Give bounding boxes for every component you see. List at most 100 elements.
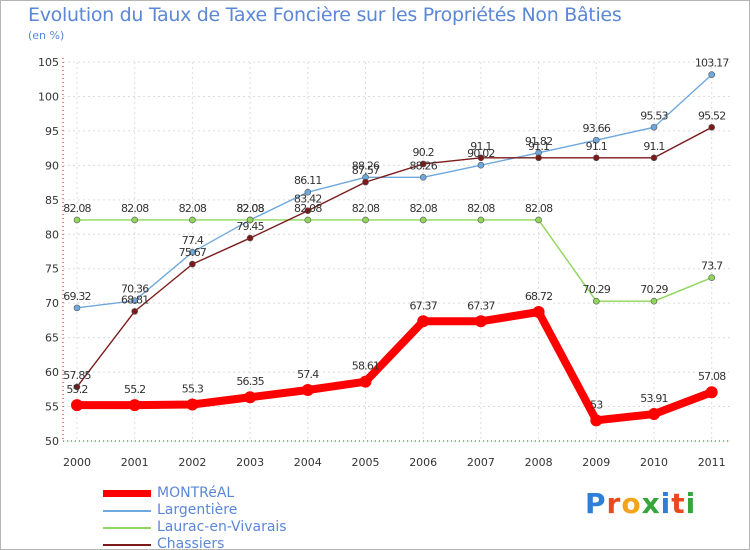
series-point-3 — [708, 124, 716, 131]
series-point-1 — [131, 297, 138, 305]
data-label-1: 91.82 — [525, 135, 553, 148]
data-label-1: 86.11 — [294, 174, 322, 187]
y-tick-label: 100 — [38, 90, 59, 103]
x-tick-label: 2003 — [236, 456, 264, 469]
series-point-0 — [417, 315, 430, 328]
legend-label-chassiers: Chassiers — [157, 536, 225, 550]
x-tick-label: 2008 — [525, 456, 553, 469]
x-tick-label: 2005 — [352, 456, 380, 469]
series-point-2 — [708, 274, 716, 281]
y-tick-label: 80 — [45, 228, 59, 241]
series-point-1 — [419, 174, 427, 181]
data-label-2: 82.08 — [525, 202, 553, 215]
data-label-2: 82.08 — [236, 202, 264, 215]
data-label-0: 55.2 — [66, 383, 87, 396]
x-tick-label: 2011 — [698, 456, 726, 469]
data-label-1: 88.26 — [409, 159, 437, 172]
series-point-2 — [535, 216, 542, 224]
series-point-3 — [131, 308, 138, 315]
x-tick-label: 2009 — [582, 456, 610, 469]
data-label-0: 57.08 — [698, 370, 726, 383]
data-label-1: 69.32 — [63, 290, 91, 303]
data-label-2: 70.29 — [583, 283, 611, 296]
x-tick-label: 2010 — [640, 456, 668, 469]
data-label-3: 68.81 — [121, 293, 149, 306]
data-label-3: 91.1 — [528, 140, 549, 153]
data-label-0: 58.61 — [352, 360, 380, 373]
brand-letter: o — [621, 487, 642, 520]
data-label-3: 83.42 — [294, 193, 322, 206]
series-point-0 — [71, 399, 83, 412]
data-label-3: 75.67 — [179, 246, 207, 259]
series-point-1 — [73, 304, 81, 312]
data-label-1: 90.02 — [467, 147, 495, 160]
data-label-2: 82.08 — [121, 202, 149, 215]
brand-letter: i — [660, 487, 672, 520]
data-label-3: 95.52 — [698, 109, 726, 122]
series-line-1 — [76, 74, 713, 309]
series-point-0 — [648, 408, 660, 421]
y-tick-label: 65 — [45, 332, 59, 345]
data-label-0: 55.3 — [182, 382, 204, 395]
series-point-1 — [304, 188, 312, 196]
data-label-3: 91.1 — [643, 140, 664, 153]
data-label-3: 91.1 — [586, 140, 607, 153]
legend-swatch-chassiers — [103, 544, 151, 546]
data-label-2: 82.08 — [409, 202, 437, 215]
series-point-2 — [362, 216, 369, 224]
series-point-1 — [708, 71, 716, 78]
data-label-2: 82.08 — [63, 202, 91, 215]
data-label-1: 70.36 — [121, 283, 149, 296]
series-point-0 — [705, 386, 718, 399]
brand-letter: i — [685, 487, 697, 520]
x-tick-label: 2006 — [409, 456, 437, 469]
series-point-2 — [246, 216, 254, 224]
data-label-0: 67.37 — [467, 299, 495, 312]
data-label-3: 91.1 — [470, 140, 491, 153]
y-axis-unit: (en %) — [28, 29, 65, 42]
series-point-2 — [131, 216, 138, 224]
series-point-0 — [244, 391, 257, 404]
series-point-0 — [128, 399, 141, 412]
data-label-0: 53 — [590, 398, 603, 411]
x-tick-label: 2002 — [178, 456, 206, 469]
y-tick-label: 50 — [45, 435, 59, 448]
legend-label-largentiere: Largentière — [157, 502, 238, 518]
data-label-2: 82.08 — [467, 202, 495, 215]
data-label-0: 55.2 — [124, 383, 145, 396]
data-label-3: 57.85 — [63, 369, 91, 382]
series-point-2 — [592, 297, 600, 305]
legend-label-laurac: Laurac-en-Vivarais — [157, 519, 287, 535]
series-point-2 — [73, 216, 81, 224]
data-label-2: 82.08 — [179, 202, 207, 215]
series-point-3 — [362, 178, 369, 186]
data-label-1: 103.17 — [695, 57, 729, 70]
series-point-1 — [592, 136, 600, 144]
series-point-3 — [73, 383, 81, 391]
series-point-3 — [592, 154, 600, 162]
brand-letter: t — [671, 487, 686, 520]
data-label-1: 77.4 — [182, 234, 204, 247]
y-tick-label: 55 — [45, 401, 59, 414]
series-point-3 — [419, 160, 427, 168]
brand-letter: x — [641, 487, 661, 520]
series-point-0 — [186, 398, 199, 411]
y-tick-label: 70 — [45, 297, 59, 310]
series-point-0 — [474, 315, 487, 328]
data-label-0: 67.37 — [409, 299, 437, 312]
brand-logo: Proxiti — [585, 487, 696, 520]
series-point-2 — [189, 216, 196, 224]
series-point-1 — [189, 248, 196, 256]
y-tick-label: 75 — [45, 263, 59, 276]
data-label-1: 95.53 — [640, 109, 668, 122]
series-point-1 — [650, 123, 658, 131]
series-point-2 — [477, 216, 485, 224]
series-point-2 — [650, 297, 658, 305]
series-point-0 — [532, 306, 545, 319]
data-label-3: 90.2 — [413, 146, 434, 159]
series-point-3 — [477, 154, 485, 162]
series-point-0 — [590, 414, 603, 427]
data-label-2: 82.08 — [294, 202, 322, 215]
